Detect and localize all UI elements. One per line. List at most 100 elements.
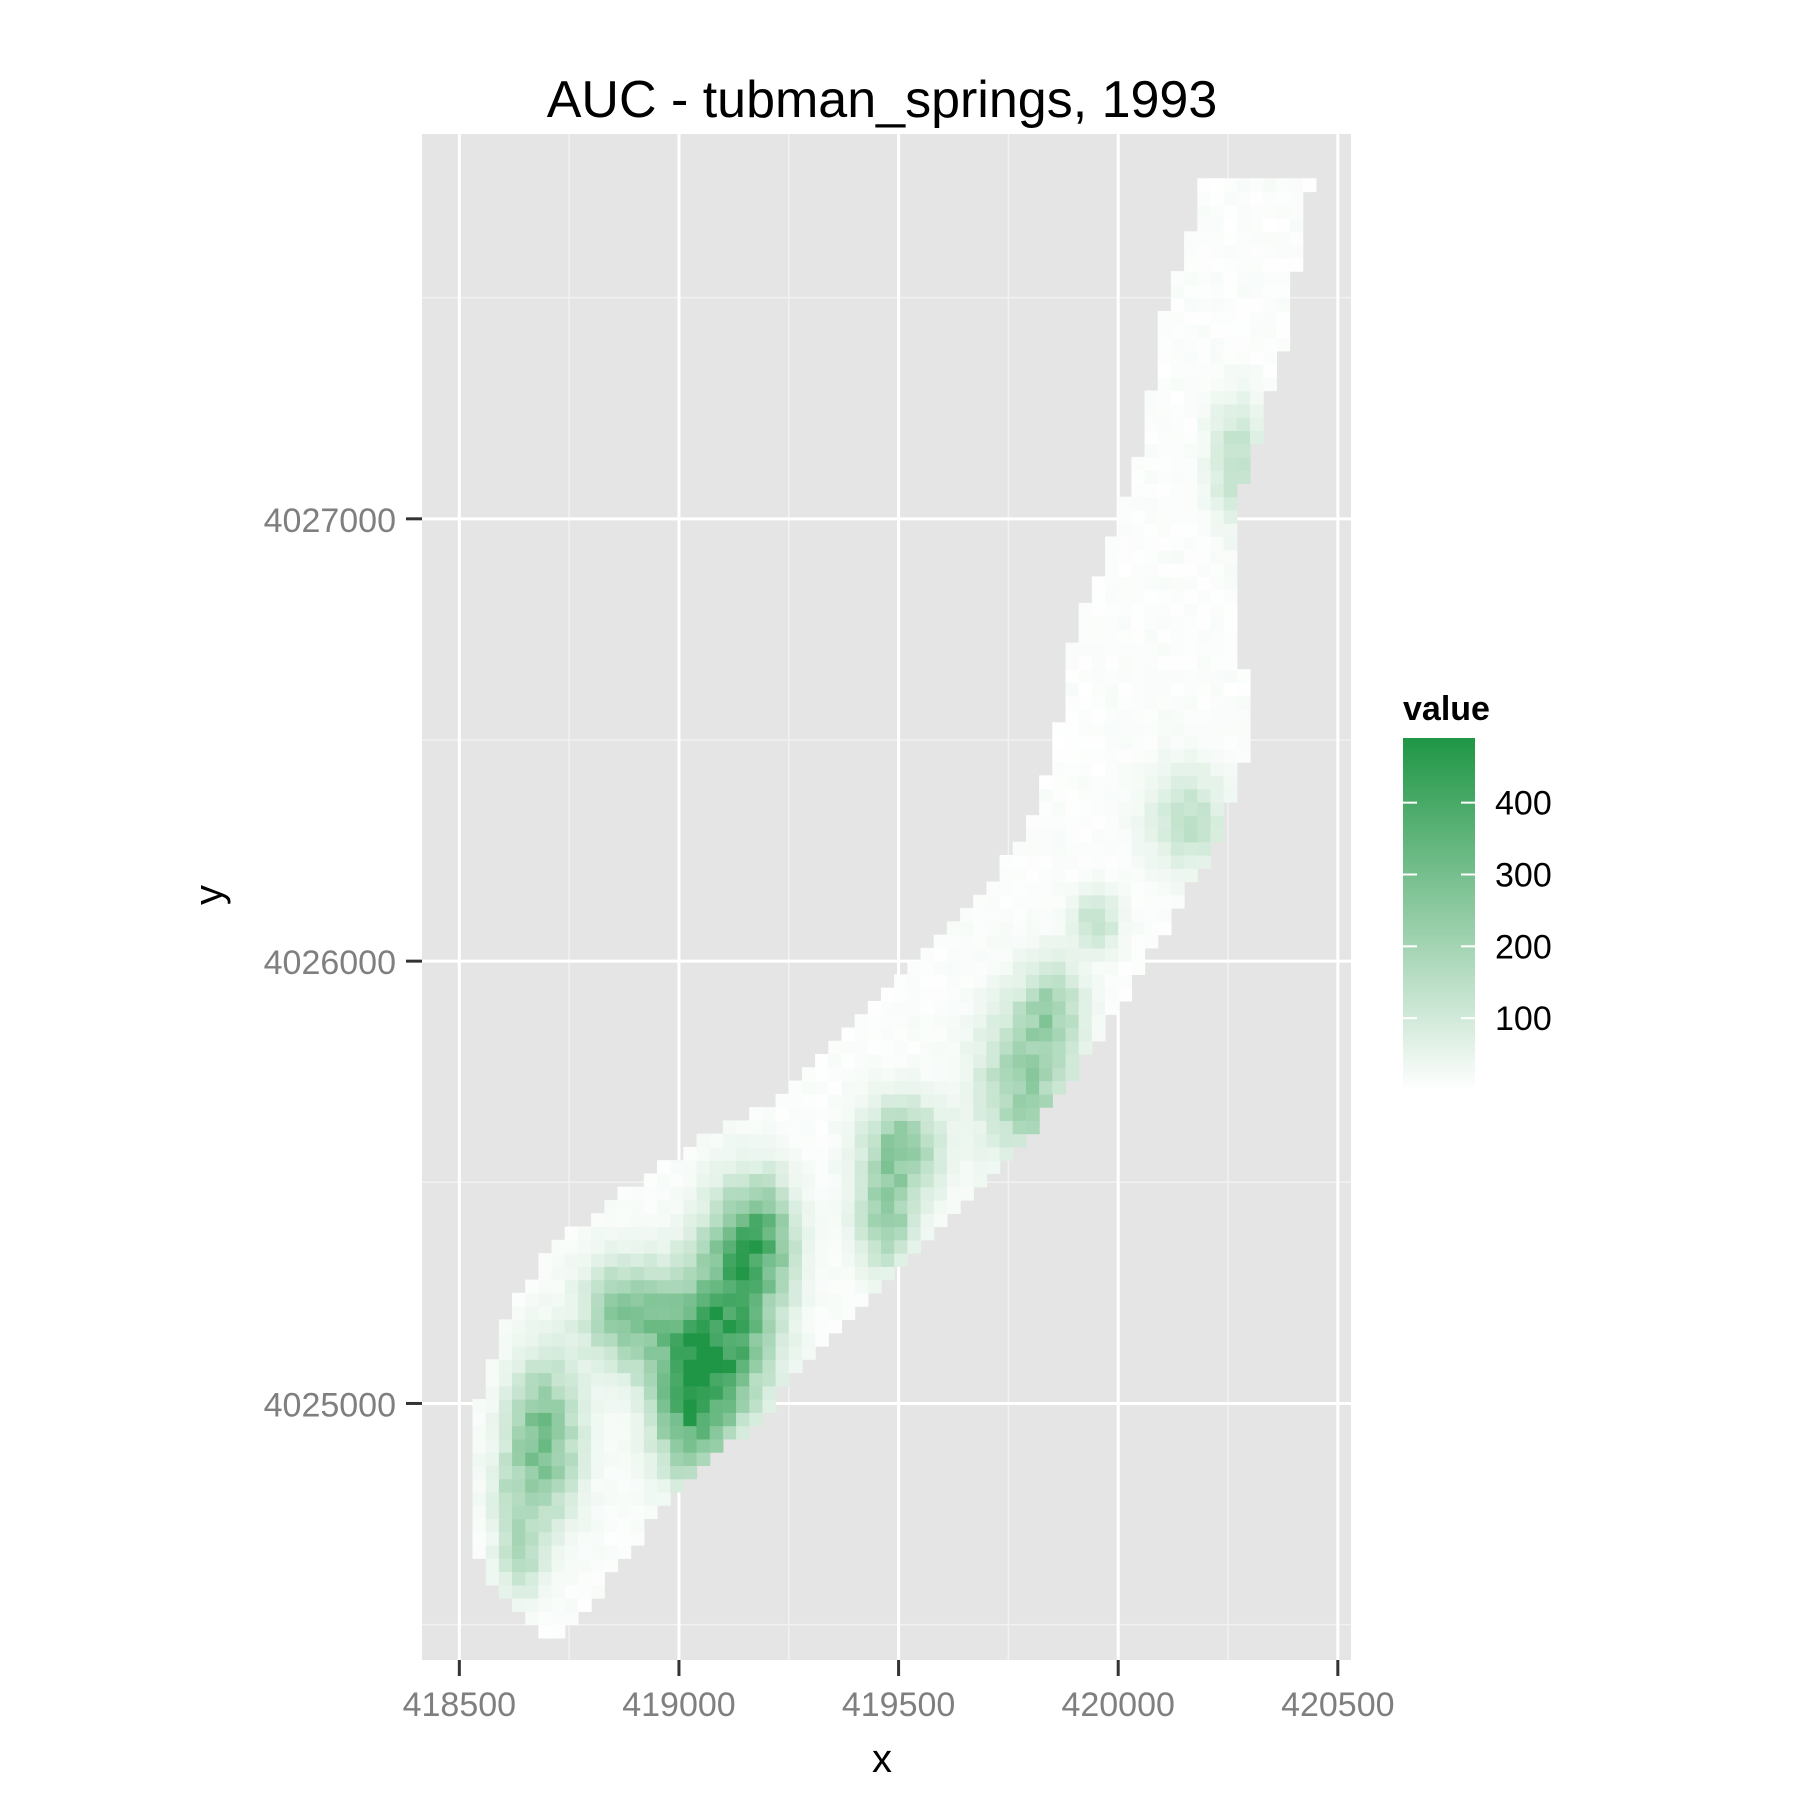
legend-tick-label: 300: [1495, 856, 1552, 894]
raster-cell: [498, 1359, 513, 1374]
raster-cell: [881, 1266, 895, 1281]
raster-cell: [1065, 1067, 1080, 1082]
raster-cell: [1249, 403, 1264, 418]
raster-cell: [485, 1438, 500, 1453]
raster-cell: [1039, 828, 1053, 843]
raster-cell: [1025, 894, 1040, 909]
raster-cell: [933, 1014, 948, 1029]
raster-cell: [1170, 655, 1185, 670]
raster-cell: [538, 1452, 553, 1466]
raster-cell: [551, 1624, 566, 1639]
raster-cell: [472, 1465, 487, 1480]
raster-cell: [643, 1332, 658, 1347]
raster-cell: [630, 1372, 645, 1387]
raster-cell: [881, 1067, 895, 1082]
raster-cell: [907, 961, 922, 976]
raster-cell: [1236, 204, 1251, 219]
raster-cell: [577, 1518, 592, 1533]
raster-cell: [1039, 894, 1053, 909]
raster-cell: [894, 1186, 908, 1201]
raster-cell: [656, 1425, 671, 1440]
raster-cell: [1236, 669, 1251, 684]
raster-cell: [696, 1438, 711, 1453]
raster-cell: [854, 1120, 869, 1135]
raster-cell: [1039, 1000, 1053, 1015]
raster-cell: [630, 1292, 645, 1307]
raster-cell: [591, 1226, 605, 1241]
raster-cell: [630, 1319, 645, 1334]
raster-cell: [670, 1186, 684, 1201]
raster-cell: [683, 1266, 698, 1281]
raster-cell: [1184, 271, 1198, 285]
raster-cell: [973, 934, 988, 949]
raster-cell: [1105, 974, 1119, 989]
raster-cell: [683, 1319, 698, 1334]
raster-cell: [683, 1438, 698, 1453]
raster-cell: [722, 1306, 737, 1321]
raster-cell: [1105, 908, 1119, 922]
raster-cell: [591, 1571, 605, 1586]
raster-cell: [1289, 178, 1304, 193]
raster-cell: [1210, 310, 1225, 325]
raster-cell: [709, 1345, 724, 1360]
raster-cell: [696, 1292, 711, 1307]
raster-cell: [525, 1425, 539, 1440]
raster-cell: [617, 1319, 632, 1334]
raster-cell: [564, 1611, 579, 1626]
raster-cell: [788, 1253, 803, 1267]
x-tick-label: 419500: [842, 1686, 955, 1724]
raster-cell: [617, 1213, 632, 1228]
raster-cell: [933, 1213, 948, 1228]
raster-cell: [1078, 974, 1093, 989]
raster-cell: [1131, 576, 1146, 591]
raster-cell: [1157, 801, 1172, 816]
raster-cell: [604, 1385, 619, 1400]
raster-cell: [1012, 921, 1027, 936]
raster-cell: [907, 974, 922, 989]
raster-cell: [762, 1292, 777, 1307]
raster-cell: [1223, 655, 1238, 670]
raster-cell: [881, 1120, 895, 1135]
raster-cell: [1131, 536, 1146, 551]
raster-cell: [1065, 788, 1080, 803]
raster-cell: [472, 1478, 487, 1493]
raster-cell: [815, 1332, 829, 1347]
raster-cell: [472, 1425, 487, 1440]
legend-tick-label: 400: [1495, 785, 1552, 823]
raster-cell: [828, 1146, 843, 1161]
raster-cell: [1276, 204, 1291, 219]
raster-cell: [815, 1292, 829, 1307]
raster-cell: [1091, 735, 1106, 750]
raster-cell: [564, 1306, 579, 1321]
raster-cell: [1210, 403, 1225, 418]
raster-cell: [1302, 178, 1317, 193]
raster-cell: [867, 1253, 882, 1267]
raster-cell: [1249, 244, 1264, 259]
raster-cell: [525, 1279, 539, 1294]
raster-cell: [1065, 815, 1080, 830]
raster-cell: [1170, 297, 1185, 312]
raster-cell: [670, 1239, 684, 1254]
raster-cell: [1197, 642, 1212, 657]
raster-cell: [591, 1359, 605, 1374]
raster-cell: [617, 1425, 632, 1440]
raster-cell: [709, 1173, 724, 1188]
raster-cell: [1118, 881, 1132, 896]
raster-cell: [1170, 801, 1185, 816]
raster-cell: [1065, 1040, 1080, 1055]
raster-cell: [1170, 748, 1185, 763]
raster-cell: [1105, 695, 1119, 710]
raster-cell: [1170, 828, 1185, 843]
raster-cell: [1157, 443, 1172, 458]
raster-cell: [1157, 868, 1172, 883]
raster-cell: [670, 1385, 684, 1400]
raster-cell: [775, 1319, 790, 1334]
raster-cell: [973, 1040, 988, 1055]
raster-cell: [1236, 470, 1251, 485]
raster-cell: [1039, 1054, 1053, 1068]
raster-cell: [788, 1093, 803, 1108]
raster-cell: [1091, 921, 1106, 936]
raster-cell: [551, 1359, 566, 1374]
raster-cell: [920, 1133, 935, 1148]
raster-cell: [564, 1465, 579, 1480]
